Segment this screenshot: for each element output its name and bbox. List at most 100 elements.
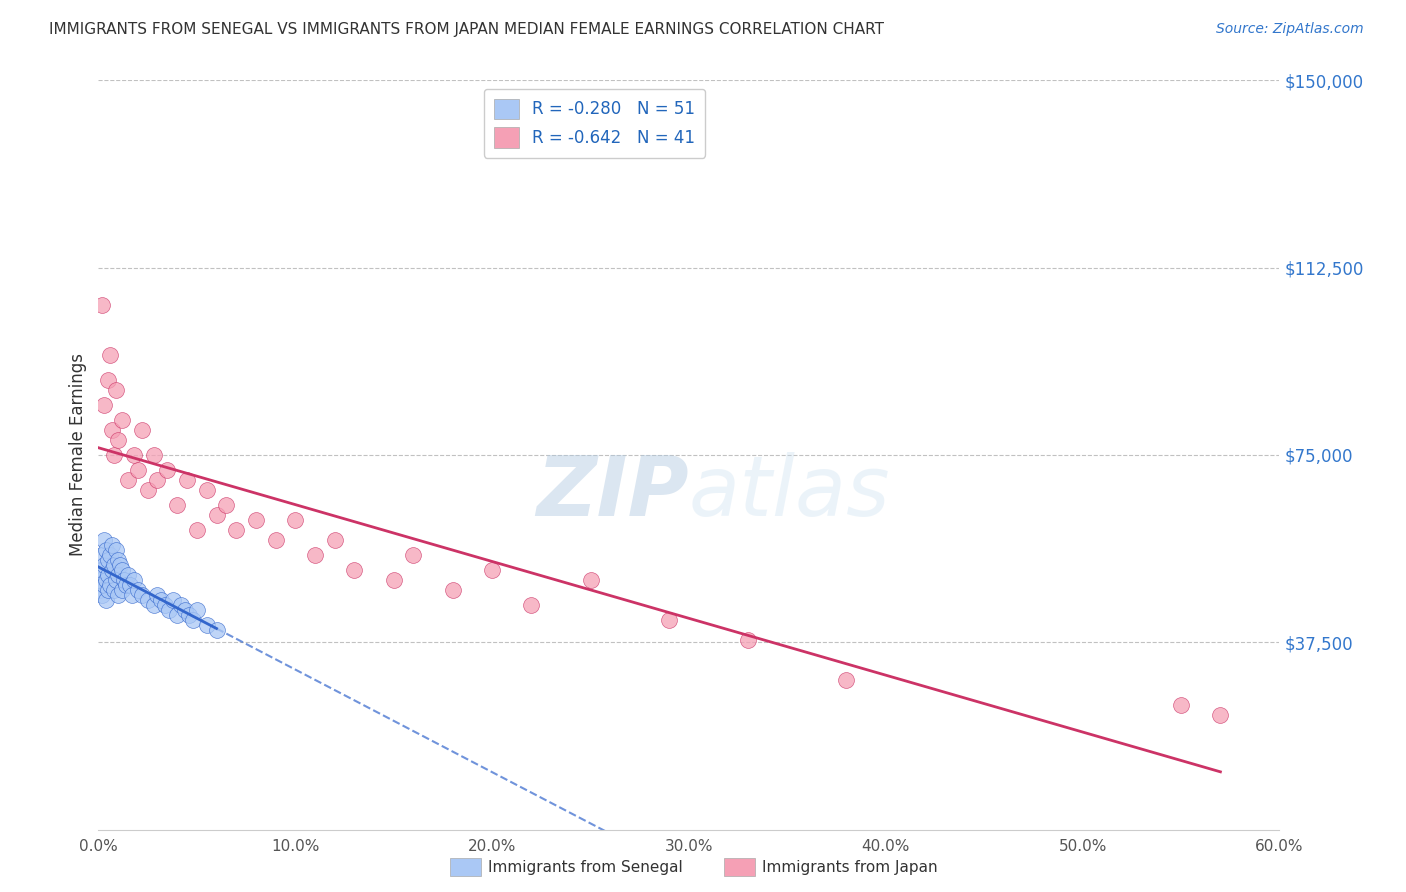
Point — [520, 598, 543, 612]
Point — [142, 448, 165, 462]
Point — [91, 298, 114, 312]
Point — [105, 542, 128, 557]
Point — [91, 548, 114, 562]
Point — [103, 448, 125, 462]
Point — [176, 473, 198, 487]
Point — [98, 348, 121, 362]
Point — [304, 548, 326, 562]
Point — [150, 592, 173, 607]
Point — [170, 598, 193, 612]
Point — [195, 483, 218, 497]
Point — [131, 588, 153, 602]
Point — [205, 508, 228, 522]
Point — [835, 673, 858, 687]
Point — [89, 573, 111, 587]
Point — [245, 513, 267, 527]
Text: Immigrants from Senegal: Immigrants from Senegal — [488, 860, 683, 874]
Point — [131, 423, 153, 437]
Point — [93, 578, 115, 592]
Point — [146, 473, 169, 487]
Point — [107, 567, 129, 582]
Point — [98, 578, 121, 592]
Point — [343, 563, 366, 577]
Point — [93, 533, 115, 547]
Point — [107, 433, 129, 447]
Point — [127, 582, 149, 597]
Point — [737, 632, 759, 647]
Point — [97, 582, 120, 597]
Y-axis label: Median Female Earnings: Median Female Earnings — [69, 353, 87, 557]
Point — [155, 598, 177, 612]
Point — [1209, 707, 1232, 722]
Point — [122, 573, 145, 587]
Point — [157, 603, 180, 617]
Point — [115, 578, 138, 592]
Text: Source: ZipAtlas.com: Source: ZipAtlas.com — [1216, 22, 1364, 37]
Point — [225, 523, 247, 537]
Point — [122, 448, 145, 462]
Point — [382, 573, 405, 587]
Point — [142, 598, 165, 612]
FancyBboxPatch shape — [724, 858, 755, 876]
Point — [658, 613, 681, 627]
Point — [96, 592, 118, 607]
Point — [105, 573, 128, 587]
Point — [96, 573, 118, 587]
Point — [93, 558, 115, 572]
Point — [121, 588, 143, 602]
Point — [323, 533, 346, 547]
Point — [136, 592, 159, 607]
Point — [579, 573, 602, 587]
Text: IMMIGRANTS FROM SENEGAL VS IMMIGRANTS FROM JAPAN MEDIAN FEMALE EARNINGS CORRELAT: IMMIGRANTS FROM SENEGAL VS IMMIGRANTS FR… — [49, 22, 884, 37]
Point — [402, 548, 425, 562]
Point — [118, 578, 141, 592]
Point — [101, 538, 124, 552]
Point — [103, 582, 125, 597]
Text: ZIP: ZIP — [536, 452, 689, 533]
Point — [91, 563, 114, 577]
Point — [146, 588, 169, 602]
Point — [264, 533, 287, 547]
Point — [1170, 698, 1192, 712]
Text: atlas: atlas — [689, 452, 890, 533]
Point — [111, 582, 134, 597]
Point — [117, 473, 139, 487]
Point — [111, 413, 134, 427]
Point — [97, 567, 120, 582]
Point — [441, 582, 464, 597]
Point — [101, 563, 124, 577]
Point — [97, 373, 120, 387]
Point — [107, 588, 129, 602]
Point — [181, 613, 204, 627]
Point — [103, 558, 125, 572]
Point — [186, 603, 208, 617]
Point — [105, 383, 128, 397]
Point — [195, 617, 218, 632]
Point — [284, 513, 307, 527]
Point — [162, 592, 184, 607]
Text: Immigrants from Japan: Immigrants from Japan — [762, 860, 938, 874]
Point — [215, 498, 238, 512]
Point — [136, 483, 159, 497]
Point — [127, 463, 149, 477]
Point — [89, 582, 111, 597]
Point — [97, 553, 120, 567]
Legend: R = -0.280   N = 51, R = -0.642   N = 41: R = -0.280 N = 51, R = -0.642 N = 41 — [484, 88, 706, 158]
Point — [481, 563, 503, 577]
Point — [93, 398, 115, 412]
Point — [112, 573, 135, 587]
Point — [156, 463, 179, 477]
Point — [107, 553, 129, 567]
Point — [98, 548, 121, 562]
Point — [111, 563, 134, 577]
Point — [101, 423, 124, 437]
Point — [117, 567, 139, 582]
Point — [186, 523, 208, 537]
Point — [108, 558, 131, 572]
Point — [166, 607, 188, 622]
Point — [91, 588, 114, 602]
Point — [177, 607, 200, 622]
Point — [205, 623, 228, 637]
Point — [96, 542, 118, 557]
Point — [166, 498, 188, 512]
